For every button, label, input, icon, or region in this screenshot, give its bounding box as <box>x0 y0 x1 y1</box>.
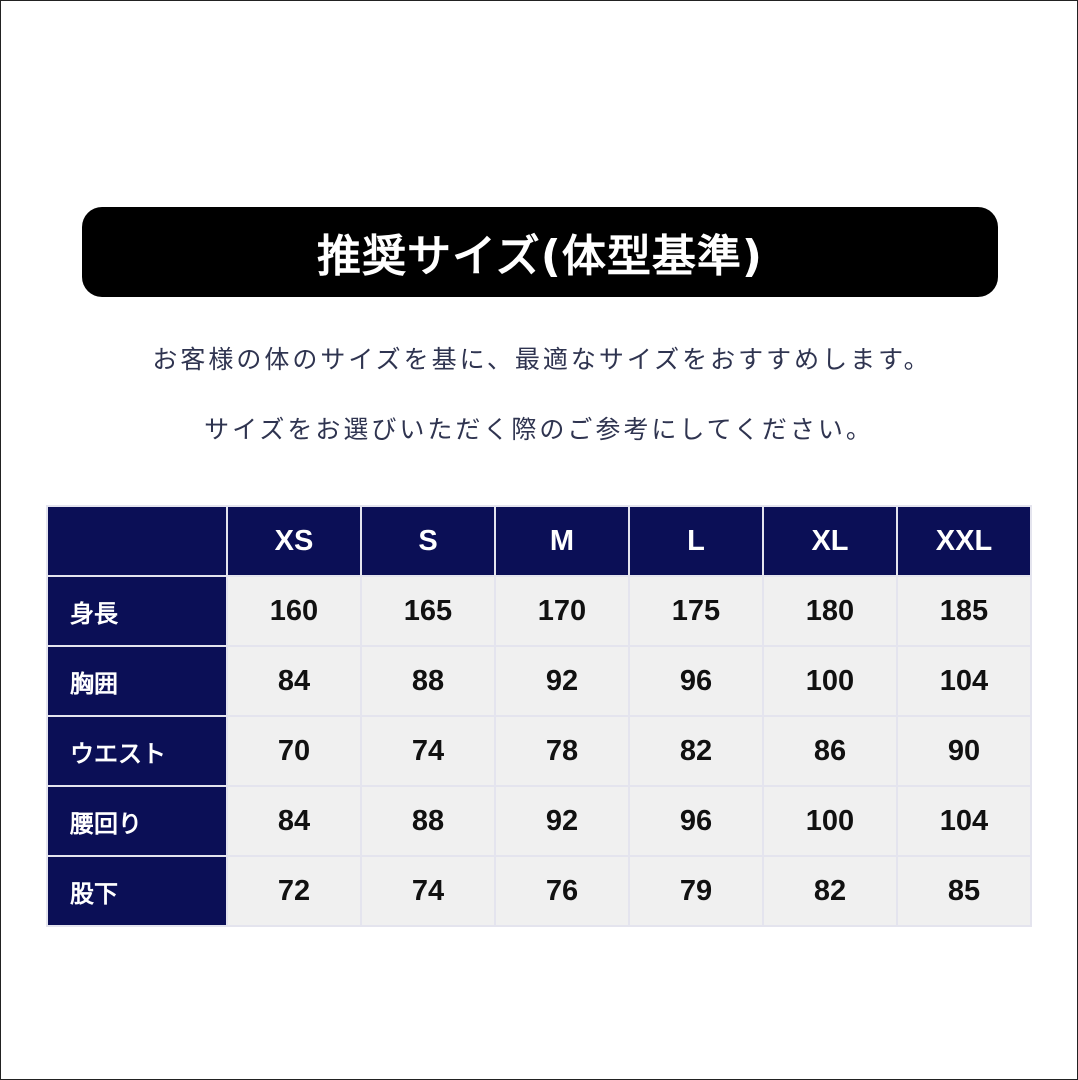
title-banner: 推奨サイズ(体型基準) <box>82 207 998 297</box>
table-cell: 84 <box>226 645 362 717</box>
table-cell: 72 <box>226 855 362 927</box>
table-cell: 104 <box>896 785 1032 857</box>
corner-cell <box>46 505 228 577</box>
table-cell: 165 <box>360 575 496 647</box>
table-cell: 88 <box>360 785 496 857</box>
subtitle-line-2: サイズをお選びいただく際のご参考にしてください。 <box>204 415 874 444</box>
table-cell: 70 <box>226 715 362 787</box>
column-header-m: M <box>494 505 630 577</box>
row-label: ウエスト <box>46 715 228 787</box>
table-cell: 96 <box>628 645 764 717</box>
table-cell: 74 <box>360 855 496 927</box>
table-cell: 175 <box>628 575 764 647</box>
table-row: ウエスト 70 74 78 82 86 90 <box>46 715 1032 787</box>
table-cell: 84 <box>226 785 362 857</box>
table-cell: 76 <box>494 855 630 927</box>
table-cell: 160 <box>226 575 362 647</box>
table-cell: 96 <box>628 785 764 857</box>
table-cell: 90 <box>896 715 1032 787</box>
column-header-xl: XL <box>762 505 898 577</box>
table-cell: 170 <box>494 575 630 647</box>
row-label: 股下 <box>46 855 228 927</box>
column-header-l: L <box>628 505 764 577</box>
table-cell: 100 <box>762 645 898 717</box>
table-row: 股下 72 74 76 79 82 85 <box>46 855 1032 927</box>
table-cell: 74 <box>360 715 496 787</box>
table-cell: 82 <box>628 715 764 787</box>
table-cell: 100 <box>762 785 898 857</box>
table-header-row: XS S M L XL XXL <box>46 505 1032 577</box>
column-header-s: S <box>360 505 496 577</box>
table-cell: 85 <box>896 855 1032 927</box>
table-cell: 78 <box>494 715 630 787</box>
size-table: XS S M L XL XXL 身長 160 165 170 175 180 185 胸囲 84 88 92 9… <box>46 505 1032 927</box>
table-cell: 92 <box>494 785 630 857</box>
page-title: 推奨サイズ(体型基準) <box>317 231 763 282</box>
row-label: 身長 <box>46 575 228 647</box>
row-label: 胸囲 <box>46 645 228 717</box>
table-cell: 104 <box>896 645 1032 717</box>
table-cell: 88 <box>360 645 496 717</box>
table-row: 腰回り 84 88 92 96 100 104 <box>46 785 1032 857</box>
table-cell: 180 <box>762 575 898 647</box>
table-row: 身長 160 165 170 175 180 185 <box>46 575 1032 647</box>
table-cell: 82 <box>762 855 898 927</box>
table-cell: 185 <box>896 575 1032 647</box>
subtitle-line-1: お客様の体のサイズを基に、最適なサイズをおすすめします。 <box>152 345 932 374</box>
table-row: 胸囲 84 88 92 96 100 104 <box>46 645 1032 717</box>
table-cell: 79 <box>628 855 764 927</box>
table-cell: 86 <box>762 715 898 787</box>
table-cell: 92 <box>494 645 630 717</box>
row-label: 腰回り <box>46 785 228 857</box>
column-header-xs: XS <box>226 505 362 577</box>
column-header-xxl: XXL <box>896 505 1032 577</box>
